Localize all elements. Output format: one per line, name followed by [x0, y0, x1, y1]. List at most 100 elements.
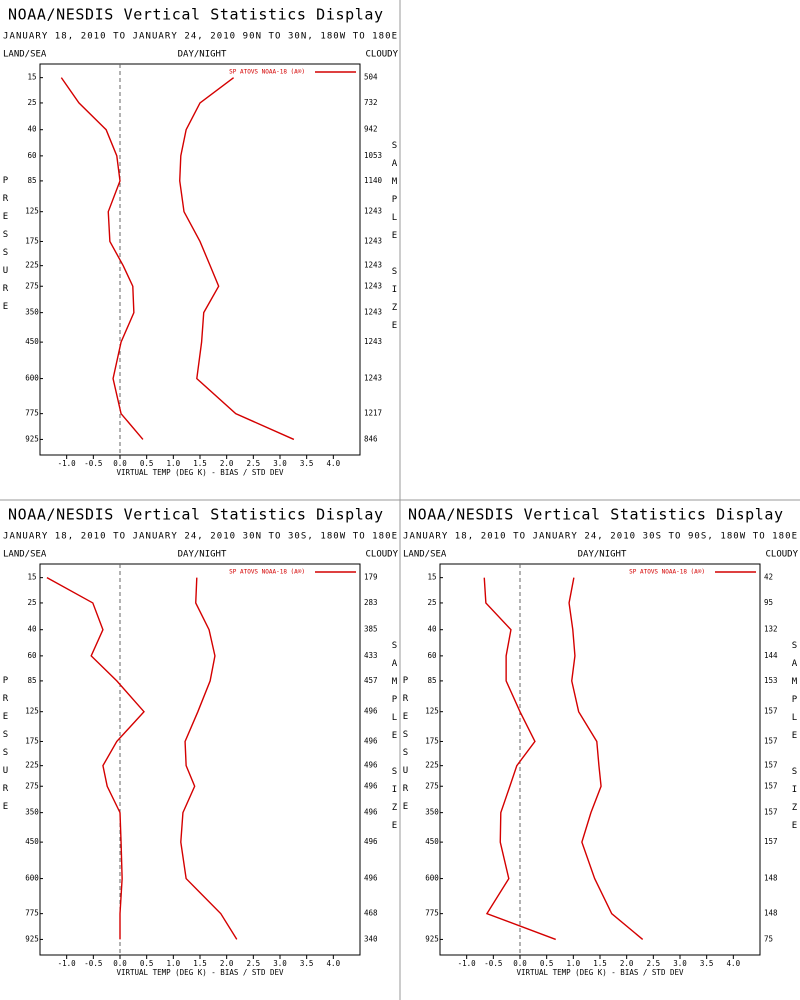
left-label: LAND/SEA [403, 550, 447, 560]
y2-axis-label: SAMPLE SIZE [390, 641, 400, 839]
y-tick-label: 275 [25, 781, 39, 790]
sample-size: 1243 [364, 374, 382, 383]
x-tick-label: -0.5 [84, 959, 102, 968]
x-tick-label: 3.0 [673, 959, 687, 968]
x-tick-label: 2.0 [620, 959, 634, 968]
y-axis-label: PRESSURE [1, 176, 11, 320]
y-tick-label: 925 [25, 434, 39, 443]
x-tick-label: 2.5 [247, 959, 261, 968]
y2-axis-label: SAMPLE SIZE [790, 641, 800, 839]
sample-size: 846 [364, 434, 378, 443]
std-dev-line [568, 577, 644, 940]
x-tick-label: 1.5 [193, 959, 207, 968]
x-tick-label: 0.0 [113, 959, 127, 968]
sample-size: 433 [364, 651, 378, 660]
x-tick-label: 4.0 [727, 959, 741, 968]
y-tick-label: 925 [425, 934, 439, 943]
y-tick-label: 225 [25, 261, 39, 270]
subtitle: JANUARY 18, 2010 TO JANUARY 24, 2010 30N… [3, 532, 397, 542]
y-tick-label: 600 [25, 874, 39, 883]
x-tick-label: 0.5 [140, 959, 154, 968]
panel: NOAA/NESDIS Vertical Statistics Display J… [401, 506, 800, 978]
x-tick-label: 3.5 [300, 459, 314, 468]
right-label: CLOUDY [365, 550, 398, 560]
y-tick-label: 450 [25, 837, 39, 846]
x-tick-label: 1.0 [567, 959, 581, 968]
x-tick-label: 0.5 [540, 959, 554, 968]
x-tick-label: -0.5 [84, 459, 102, 468]
x-tick-label: 0.0 [513, 959, 527, 968]
y-tick-label: 450 [25, 337, 39, 346]
sample-size: 42 [764, 573, 773, 582]
y-tick-label: 60 [427, 651, 437, 660]
y-tick-label: 25 [27, 598, 36, 607]
sample-size: 496 [364, 837, 378, 846]
std-dev-line [179, 77, 295, 441]
center-label: DAY/NIGHT [578, 550, 627, 560]
y-tick-label: 85 [427, 676, 436, 685]
y-tick-label: 175 [25, 736, 39, 745]
sample-size: 157 [764, 736, 778, 745]
x-tick-label: -1.0 [58, 459, 77, 468]
y-tick-label: 225 [425, 761, 439, 770]
x-tick-label: 4.0 [327, 459, 341, 468]
y-tick-label: 125 [425, 707, 439, 716]
y-tick-label: 350 [25, 308, 39, 317]
y-tick-label: 600 [425, 874, 439, 883]
y-tick-label: 60 [27, 651, 37, 660]
left-label: LAND/SEA [3, 550, 47, 560]
sample-size: 153 [764, 676, 778, 685]
sample-size: 75 [764, 934, 773, 943]
sample-size: 732 [364, 98, 378, 107]
sample-size: 1140 [364, 176, 383, 185]
sample-size: 132 [764, 625, 778, 634]
x-axis-label: VIRTUAL TEMP (DEG K) - BIAS / STD DEV [516, 968, 684, 977]
y-tick-label: 275 [25, 281, 39, 290]
y-tick-label: 775 [25, 909, 39, 918]
y-tick-label: 85 [27, 176, 36, 185]
legend-label: SP ATOVS NOAA-18 (A®) [229, 569, 305, 576]
y-tick-label: 175 [425, 736, 439, 745]
y-tick-label: 125 [25, 207, 39, 216]
y-tick-label: 225 [25, 761, 39, 770]
subtitle: JANUARY 18, 2010 TO JANUARY 24, 2010 90N… [3, 32, 397, 42]
sample-size: 340 [364, 934, 378, 943]
sample-size: 496 [364, 761, 378, 770]
center-label: DAY/NIGHT [178, 550, 227, 560]
y-axis-label: PRESSURE [401, 676, 411, 820]
x-tick-label: -0.5 [484, 959, 502, 968]
sample-size: 496 [364, 874, 378, 883]
bias-line [483, 577, 556, 941]
sample-size: 1053 [364, 151, 382, 160]
y-tick-label: 925 [25, 934, 39, 943]
y-tick-label: 85 [27, 676, 36, 685]
x-tick-label: 2.0 [220, 959, 234, 968]
x-tick-label: 1.5 [593, 959, 607, 968]
y2-axis-label: SAMPLE SIZE [390, 141, 400, 339]
sample-size: 1243 [364, 261, 382, 270]
x-tick-label: 4.0 [327, 959, 341, 968]
sample-size: 1217 [364, 409, 382, 418]
sample-size: 1243 [364, 207, 382, 216]
sample-size: 148 [764, 874, 778, 883]
sample-size: 942 [364, 125, 378, 134]
x-axis-label: VIRTUAL TEMP (DEG K) - BIAS / STD DEV [116, 468, 284, 477]
x-tick-label: 2.0 [220, 459, 234, 468]
std-dev-line [180, 577, 238, 940]
chart-title: NOAA/NESDIS Vertical Statistics Display [408, 506, 784, 524]
y-tick-label: 350 [25, 808, 39, 817]
sample-size: 144 [764, 651, 778, 660]
x-tick-label: 3.0 [273, 959, 287, 968]
sample-size: 157 [764, 837, 778, 846]
y-tick-label: 25 [27, 98, 36, 107]
sample-size: 468 [364, 909, 378, 918]
y-tick-label: 775 [25, 409, 39, 418]
right-label: CLOUDY [365, 50, 398, 60]
legend-label: SP ATOVS NOAA-18 (A®) [229, 69, 305, 76]
sample-size: 504 [364, 73, 378, 82]
x-tick-label: 2.5 [247, 459, 261, 468]
y-tick-label: 15 [27, 573, 36, 582]
y-tick-label: 600 [25, 374, 39, 383]
sample-size: 157 [764, 707, 778, 716]
